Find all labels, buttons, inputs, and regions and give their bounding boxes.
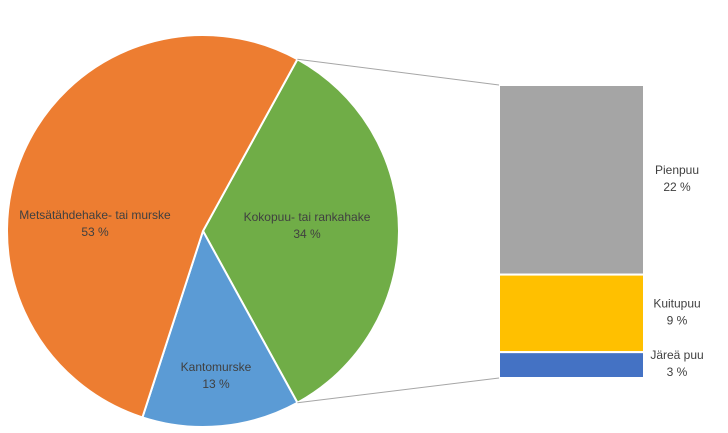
bar-segment	[498, 273, 645, 354]
slice-value-label: 53 %	[81, 225, 109, 239]
segment-value-label: 9 %	[667, 314, 688, 328]
slice-label: Metsätähdehake- tai murske	[19, 208, 171, 222]
connector-line	[297, 58, 500, 86]
segment-label: Järeä puu	[650, 348, 703, 362]
segment-value-label: 22 %	[663, 180, 691, 194]
bar-segment	[498, 84, 645, 276]
segment-label: Kuitupuu	[653, 297, 700, 311]
segment-value-label: 3 %	[667, 365, 688, 379]
pie-slice	[201, 57, 400, 405]
pie-slice	[6, 34, 299, 419]
slice-value-label: 34 %	[293, 227, 321, 241]
slice-value-label: 13 %	[202, 377, 230, 391]
pie-slice	[141, 228, 299, 428]
segment-label: Pienpuu	[655, 163, 699, 177]
bar-segment	[498, 351, 645, 380]
slice-label: Kokopuu- tai rankahake	[244, 210, 371, 224]
slice-label: Kantomurske	[181, 360, 252, 374]
connector-line	[297, 377, 500, 404]
